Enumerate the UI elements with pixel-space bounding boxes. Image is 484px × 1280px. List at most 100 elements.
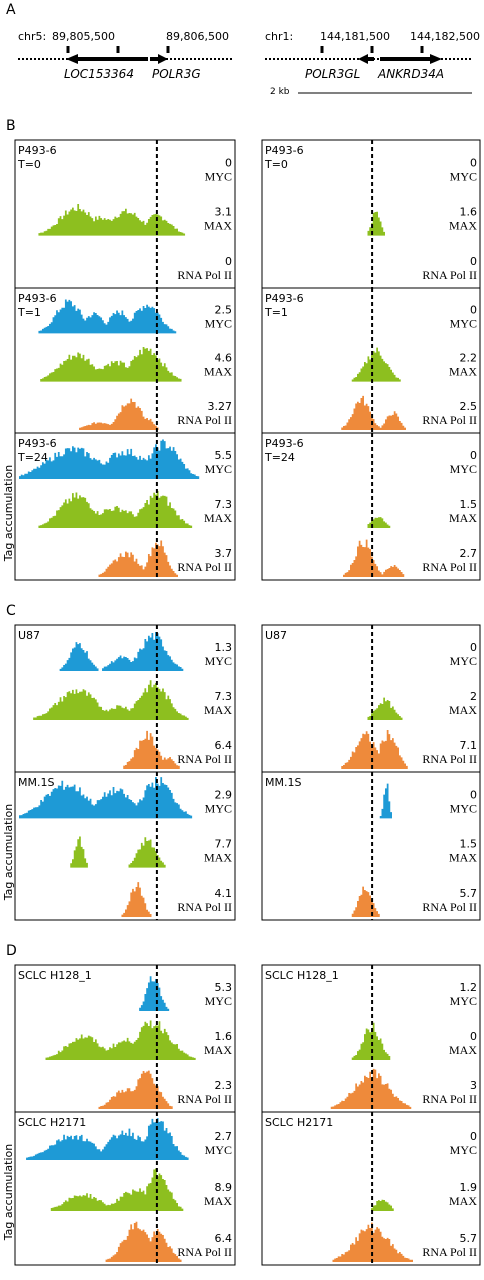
- track-factor: RNA Pol II: [422, 900, 477, 914]
- track-factor: MYC: [205, 462, 232, 476]
- track-factor: RNA Pol II: [422, 560, 477, 574]
- sample: MM.1S: [18, 776, 54, 789]
- track-value: 5.7: [460, 887, 478, 900]
- sample: U87: [265, 629, 287, 642]
- track-factor: RNA Pol II: [177, 268, 232, 282]
- track-factor: MYC: [450, 169, 477, 183]
- track-factor: MAX: [204, 511, 232, 525]
- sample: SCLC H2171: [265, 1116, 333, 1129]
- track-value: 7.3: [215, 690, 233, 703]
- track: [33, 680, 189, 720]
- arrow: [358, 54, 368, 64]
- track-value: 5.7: [460, 1232, 478, 1245]
- track-factor: RNA Pol II: [422, 1245, 477, 1259]
- panel: [261, 432, 481, 581]
- panel: [14, 624, 236, 773]
- ticks: [66, 46, 424, 53]
- panel: [14, 1111, 236, 1266]
- track: [38, 490, 193, 528]
- track-factor: MAX: [449, 1194, 477, 1208]
- track-value: 3.27: [208, 400, 233, 413]
- time: T=1: [17, 306, 41, 319]
- panel: [14, 432, 236, 581]
- track: [79, 398, 159, 430]
- track-factor: MYC: [450, 801, 477, 815]
- sample: U87: [18, 629, 40, 642]
- track-value: 5.5: [215, 449, 233, 462]
- track-value: 0: [470, 641, 477, 654]
- panel-label: B: [6, 118, 16, 134]
- gene-name: ANKRD34A: [377, 67, 444, 81]
- track-factor: MAX: [204, 1194, 232, 1208]
- track-factor: MAX: [449, 851, 477, 865]
- track-factor: MYC: [205, 316, 232, 330]
- arrow: [66, 54, 78, 64]
- y-axis-label: Tag accumulation: [2, 465, 15, 563]
- panel-label: A: [6, 2, 16, 18]
- sample: P493-6: [18, 437, 57, 450]
- time: T=1: [264, 306, 288, 319]
- gene-name: POLR3GL: [305, 67, 360, 81]
- track-factor: MAX: [204, 1043, 232, 1057]
- coord: 89,806,500: [166, 30, 229, 43]
- sample: SCLC H2171: [18, 1116, 86, 1129]
- panel: [261, 771, 481, 921]
- track: [98, 1070, 173, 1109]
- sample: P493-6: [18, 144, 57, 157]
- track-value: 0: [470, 156, 477, 169]
- track-factor: RNA Pol II: [422, 268, 477, 282]
- track: [351, 347, 401, 382]
- arrow: [430, 54, 442, 64]
- track: [367, 697, 403, 720]
- track-value: 0: [470, 449, 477, 462]
- track-value: 1.2: [460, 981, 478, 994]
- track-factor: MAX: [204, 703, 232, 717]
- track-factor: MAX: [449, 219, 477, 233]
- track-value: 2.5: [460, 400, 478, 413]
- track-factor: RNA Pol II: [422, 413, 477, 427]
- track: [341, 730, 408, 769]
- track-value: 8.9: [215, 1181, 233, 1194]
- gene-name: POLR3G: [152, 67, 201, 81]
- track-value: 1.5: [460, 498, 478, 511]
- track-factor: MAX: [449, 365, 477, 379]
- track-factor: MYC: [205, 994, 232, 1008]
- track-factor: RNA Pol II: [177, 413, 232, 427]
- track-value: 7.1: [460, 739, 478, 752]
- track-value: 0: [470, 1030, 477, 1043]
- y-axis-label: Tag accumulation: [2, 804, 15, 902]
- track: [26, 1118, 189, 1160]
- track-factor: MYC: [450, 462, 477, 476]
- time: T=24: [17, 451, 48, 464]
- time: T=0: [264, 158, 288, 171]
- sample: P493-6: [265, 144, 304, 157]
- track: [59, 631, 184, 671]
- track: [367, 517, 391, 528]
- track-value: 1.3: [215, 641, 233, 654]
- track-factor: MYC: [450, 316, 477, 330]
- track-value: 1.9: [460, 1181, 478, 1194]
- track-factor: MAX: [204, 219, 232, 233]
- track-value: 6.4: [215, 739, 233, 752]
- track-value: 7.3: [215, 498, 233, 511]
- track-factor: MYC: [450, 994, 477, 1008]
- track: [98, 540, 178, 577]
- track-factor: RNA Pol II: [177, 560, 232, 574]
- track-value: 1.5: [460, 838, 478, 851]
- track-factor: MYC: [205, 1143, 232, 1157]
- track: [341, 395, 406, 430]
- track-factor: MAX: [204, 365, 232, 379]
- track: [45, 1020, 196, 1060]
- track-value: 0: [470, 788, 477, 801]
- track-factor: RNA Pol II: [422, 752, 477, 766]
- panel: [261, 1111, 481, 1266]
- track: [105, 1221, 182, 1262]
- track-value: 7.7: [215, 838, 233, 851]
- track: [332, 1222, 413, 1262]
- track: [139, 976, 170, 1011]
- track: [351, 1022, 391, 1060]
- track-value: 2.5: [215, 303, 233, 316]
- sample: MM.1S: [265, 776, 301, 789]
- track: [343, 539, 405, 577]
